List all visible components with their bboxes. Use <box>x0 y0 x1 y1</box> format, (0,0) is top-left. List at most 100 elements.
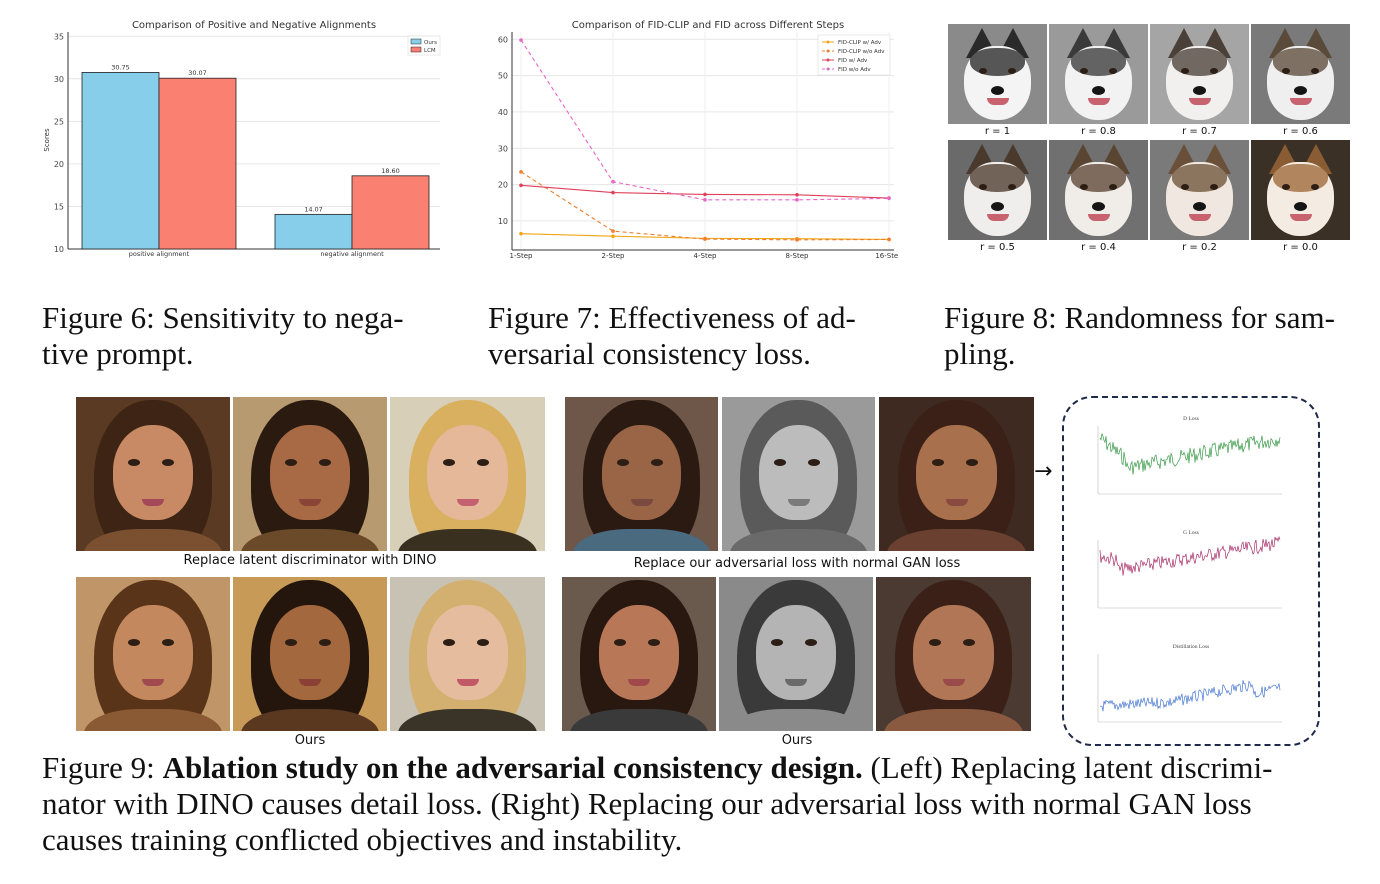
right-bottom-label: Ours <box>781 733 813 748</box>
dog-image <box>1150 24 1249 124</box>
data-point <box>703 198 707 202</box>
dog-image <box>1251 140 1350 240</box>
legend-marker <box>826 49 830 53</box>
portrait-image <box>233 577 387 731</box>
dog-nose <box>991 86 1004 95</box>
face <box>601 424 682 521</box>
shoulders <box>397 529 538 551</box>
loss-title: G Loss <box>1183 530 1199 536</box>
eye <box>319 638 332 646</box>
y-tick-label: 10 <box>54 245 64 254</box>
dog-mouth <box>987 214 1009 221</box>
portrait-image <box>719 577 873 731</box>
dog-eye <box>979 68 987 74</box>
eye <box>128 458 141 466</box>
legend-marker <box>826 67 830 71</box>
dog-mouth <box>1290 214 1312 221</box>
series-line <box>520 171 890 241</box>
face <box>758 424 839 521</box>
data-point <box>611 190 615 195</box>
loss-curve <box>1099 680 1281 712</box>
legend-label: LCM <box>424 48 436 54</box>
figure-9-caption: Figure 9: Ablation study on the adversar… <box>42 750 1362 858</box>
figure-8-caption-line2: pling. <box>944 336 1016 371</box>
portrait-image <box>76 397 230 551</box>
data-point <box>519 170 523 174</box>
dog-eye <box>1181 184 1189 190</box>
mouth <box>299 678 322 686</box>
face <box>913 604 994 701</box>
mouth <box>945 498 968 506</box>
line-chart-svg: Comparison of FID-CLIP and FID across Di… <box>498 20 903 260</box>
data-point <box>795 192 799 197</box>
dog-eye <box>1282 184 1290 190</box>
eye <box>476 638 489 646</box>
legend-swatch <box>410 38 422 45</box>
eye <box>928 638 941 646</box>
eye <box>162 458 175 466</box>
y-tick-label: 20 <box>54 160 64 169</box>
dog-image <box>948 24 1047 124</box>
data-point <box>795 238 799 242</box>
figure-9-caption-line3: causes training conflicted objectives an… <box>42 822 683 857</box>
eye <box>442 638 455 646</box>
r-value-label: r = 0.7 <box>1182 126 1217 137</box>
face <box>112 424 194 521</box>
figure-9-caption-line1: Figure 9: Ablation study on the adversar… <box>42 750 1362 786</box>
mouth <box>787 498 810 506</box>
dog-eye <box>1080 184 1088 190</box>
dog-mouth <box>1189 214 1211 221</box>
figure-7-caption: Figure 7: Effectiveness of ad- versarial… <box>488 300 928 372</box>
y-tick-label: 15 <box>54 202 64 211</box>
dog-eye <box>1109 184 1117 190</box>
dog-eye <box>1311 68 1319 74</box>
figure-8-grid: r = 1 r = 0.8 r = 0.7 r = 0.6 <box>948 24 1350 256</box>
face <box>269 604 351 701</box>
bar-value-label: 30.75 <box>111 63 130 71</box>
dog-image <box>948 140 1047 240</box>
shoulders <box>240 709 380 731</box>
dog-image <box>1150 140 1249 240</box>
data-point <box>611 234 615 238</box>
mouth <box>942 678 965 686</box>
portrait-image <box>722 397 875 551</box>
x-tick-label: 4-Step <box>694 252 717 260</box>
legend-swatch <box>410 46 422 53</box>
dog-nose <box>1294 86 1307 95</box>
data-point <box>703 192 707 197</box>
figure-9-caption-line2: nator with DINO causes detail loss. (Rig… <box>42 786 1252 821</box>
eye <box>648 638 661 646</box>
figure-7-caption-line1: Figure 7: Effectiveness of ad- <box>488 300 856 335</box>
figure-8-caption: Figure 8: Randomness for sam- pling. <box>944 300 1374 372</box>
dog-mouth <box>1189 98 1211 105</box>
dog-image <box>1251 24 1350 124</box>
bar-chart-svg: Comparison of Positive and Negative Alig… <box>43 20 441 258</box>
figure-9-caption-bold: Ablation study on the adversarial consis… <box>162 750 863 785</box>
y-axis-label: Scores <box>43 128 51 152</box>
x-tick-label: 2-Step <box>602 252 625 260</box>
dog-mouth <box>1290 98 1312 105</box>
dog-nose <box>1294 202 1307 211</box>
x-tick-label: 1-Step <box>510 252 533 260</box>
legend-label: Ours <box>424 40 437 46</box>
dog-image <box>1049 24 1148 124</box>
loss-title: Distillation Loss <box>1173 644 1210 650</box>
eye <box>162 638 175 646</box>
data-point <box>703 237 707 241</box>
eye <box>965 458 978 466</box>
y-tick-label: 20 <box>498 181 508 190</box>
portrait-image <box>233 397 387 551</box>
bar <box>158 77 237 250</box>
mouth <box>456 498 479 506</box>
figure-9-caption-prefix: Figure 9: <box>42 750 163 785</box>
dog-nose <box>991 202 1004 211</box>
bar-value-label: 18.60 <box>381 167 400 175</box>
r-value-label: r = 0.4 <box>1081 242 1116 253</box>
data-point <box>611 229 615 233</box>
eye <box>805 638 818 646</box>
portrait-image <box>390 577 545 731</box>
left-top-label: Replace latent discriminator with DINO <box>183 553 437 568</box>
dog-nose <box>1092 86 1105 95</box>
shoulders <box>886 529 1027 551</box>
bar-value-label: 30.07 <box>188 69 207 77</box>
